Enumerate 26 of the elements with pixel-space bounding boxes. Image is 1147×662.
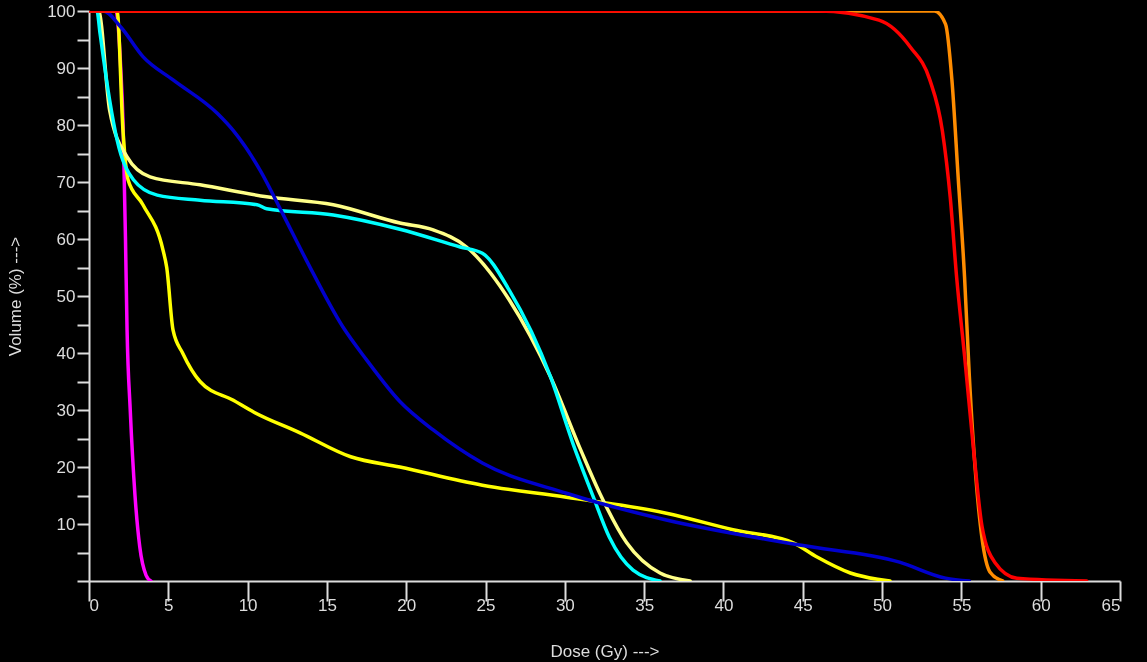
x-tick-label: 25 [476, 595, 496, 615]
y-tick-label: 30 [56, 400, 76, 420]
x-tick-label: 55 [952, 595, 972, 615]
y-tick-label: 60 [56, 229, 76, 249]
x-tick-label: 0 [89, 595, 99, 615]
y-tick-label: 90 [56, 58, 76, 78]
x-tick-label: 20 [397, 595, 417, 615]
y-tick-label: 10 [56, 514, 76, 534]
x-tick-label: 10 [238, 595, 258, 615]
x-tick-label: 15 [317, 595, 337, 615]
x-tick-label: 65 [1101, 595, 1121, 615]
y-tick-label: 50 [56, 286, 76, 306]
x-tick-label: 30 [555, 595, 575, 615]
x-tick-label: 35 [635, 595, 655, 615]
y-tick-label: 20 [56, 457, 76, 477]
x-tick-label: 50 [873, 595, 893, 615]
x-tick-label: 60 [1031, 595, 1051, 615]
y-tick-label: 40 [56, 343, 76, 363]
y-axis-title: Volume (%) ---> [6, 236, 26, 357]
y-tick-label: 100 [47, 1, 76, 21]
x-tick-label: 40 [714, 595, 734, 615]
y-tick-label: 80 [56, 115, 76, 135]
x-axis-title: Dose (Gy) ---> [550, 641, 660, 661]
y-tick-label: 70 [56, 172, 76, 192]
x-tick-label: 45 [793, 595, 813, 615]
x-tick-label: 5 [164, 595, 174, 615]
